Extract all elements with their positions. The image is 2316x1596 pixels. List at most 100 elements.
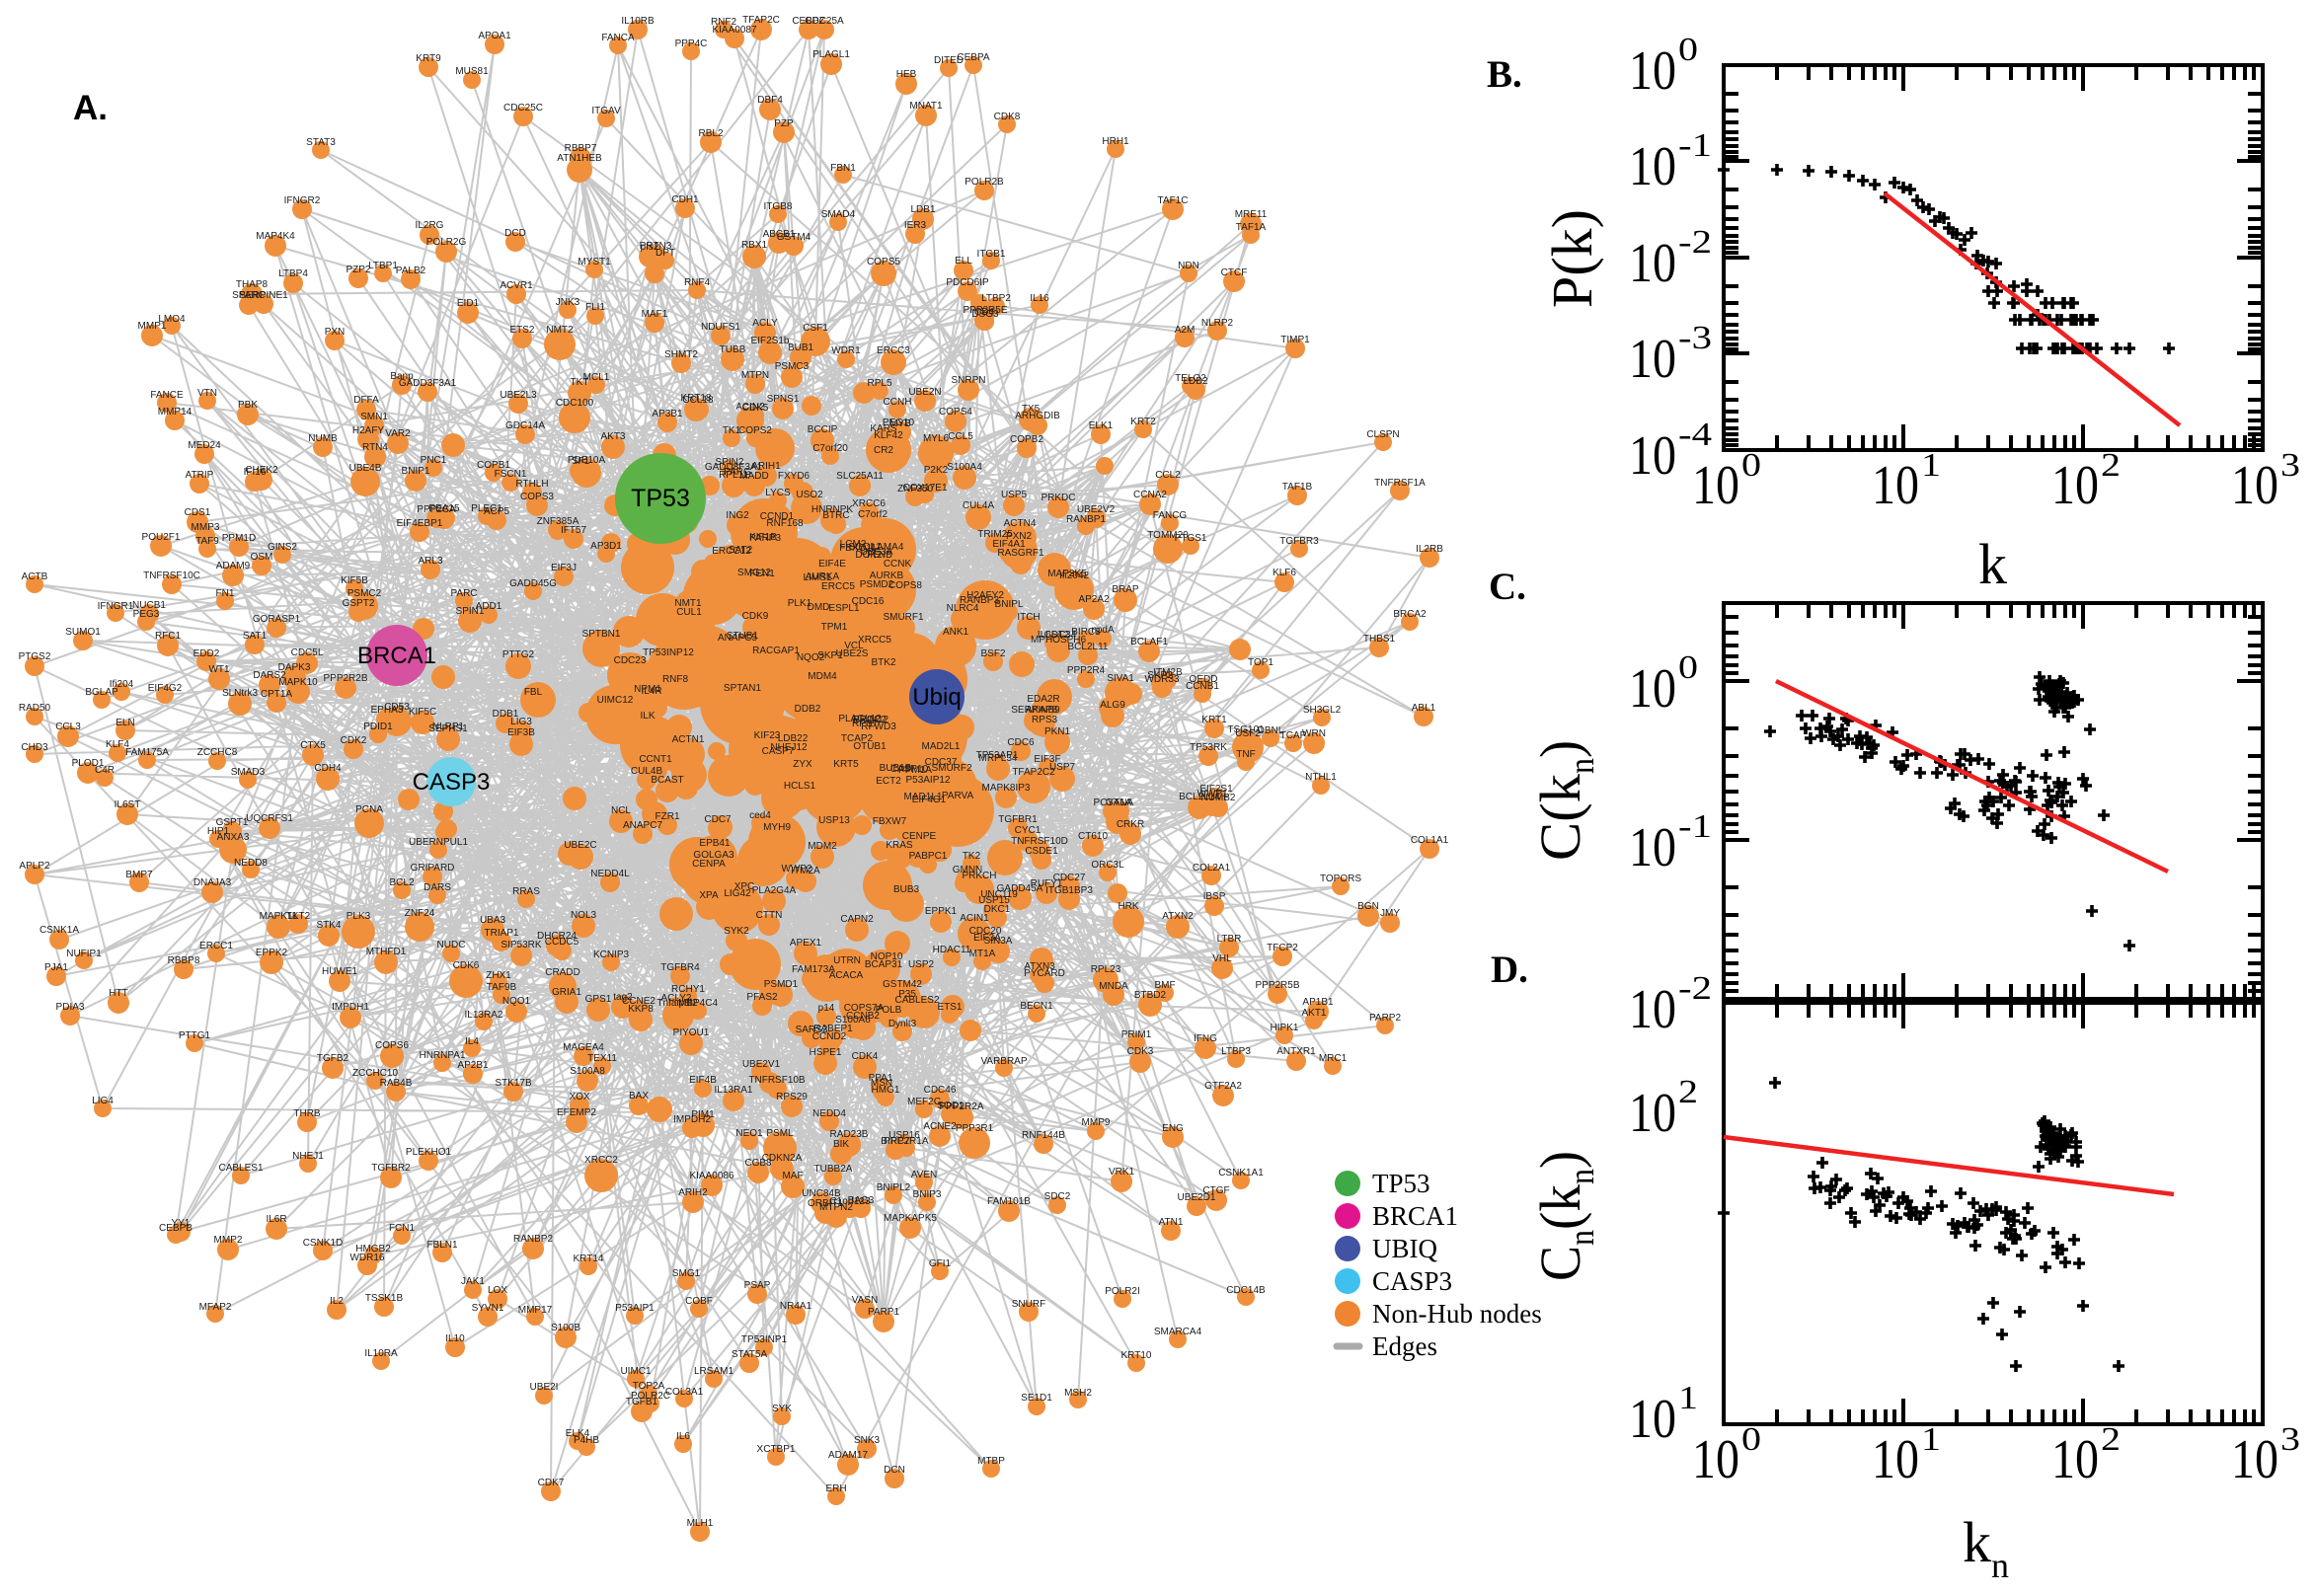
svg-text:MEF2C: MEF2C (907, 1097, 941, 1107)
svg-text:COPS7A: COPS7A (844, 1003, 885, 1014)
svg-text:BMP7: BMP7 (125, 870, 153, 880)
svg-text:TFAP2C: TFAP2C (742, 15, 780, 26)
svg-text:BNIP3: BNIP3 (913, 1189, 942, 1200)
svg-text:MAGEA4: MAGEA4 (563, 1042, 604, 1053)
svg-text:KRT14: KRT14 (574, 1254, 604, 1264)
svg-text:S100B: S100B (551, 1323, 580, 1333)
svg-text:HSPE1: HSPE1 (810, 1047, 842, 1058)
svg-text:PEG10: PEG10 (883, 418, 915, 428)
svg-text:EPB41: EPB41 (699, 838, 731, 849)
svg-text:IL13RA1: IL13RA1 (715, 1085, 753, 1096)
svg-text:ACNE2: ACNE2 (923, 1121, 957, 1132)
svg-text:TNFRSF10C: TNFRSF10C (143, 570, 200, 581)
svg-text:BTBD2: BTBD2 (1134, 990, 1167, 1001)
svg-text:OSM: OSM (251, 552, 273, 563)
svg-text:UBE2V1: UBE2V1 (742, 1059, 781, 1070)
svg-text:CEBPA: CEBPA (957, 52, 989, 63)
svg-text:10: 10 (2051, 1429, 2099, 1490)
svg-text:PPP2R4: PPP2R4 (1067, 665, 1106, 676)
svg-text:PIM1: PIM1 (691, 1109, 715, 1120)
svg-text:PKN1: PKN1 (1044, 726, 1071, 737)
svg-text:BIRC8: BIRC8 (1071, 627, 1101, 638)
svg-text:OEDD: OEDD (1190, 674, 1218, 685)
svg-text:LDB2: LDB2 (1183, 376, 1207, 387)
svg-text:FAM101B: FAM101B (987, 1196, 1031, 1207)
svg-text:PSMD2: PSMD2 (860, 579, 894, 590)
svg-text:PPP3R1: PPP3R1 (956, 1123, 994, 1134)
svg-text:MMP14: MMP14 (158, 407, 193, 418)
svg-text:ARIH1: ARIH1 (751, 461, 781, 472)
svg-text:n: n (1562, 1169, 1601, 1184)
svg-text:IER3: IER3 (904, 220, 927, 231)
svg-text:SAT2: SAT2 (729, 545, 753, 556)
svg-text:FLI1: FLI1 (585, 302, 605, 313)
svg-text:EFEMP2: EFEMP2 (557, 1107, 596, 1118)
svg-text:UBE2S: UBE2S (836, 648, 869, 659)
svg-text:PLAGL1: PLAGL1 (812, 49, 850, 60)
svg-text:10: 10 (1692, 1429, 1739, 1490)
svg-text:NR4A1: NR4A1 (780, 1301, 812, 1312)
svg-text:IL6R: IL6R (266, 1214, 286, 1225)
svg-text:PSMC2: PSMC2 (347, 588, 382, 599)
svg-text:Dynlt3: Dynlt3 (888, 1019, 917, 1029)
svg-text:pfs2: pfs2 (641, 242, 659, 253)
svg-text:DBF4: DBF4 (757, 95, 783, 106)
svg-text:CUL4B: CUL4B (631, 766, 663, 777)
svg-text:TAF1C: TAF1C (1158, 195, 1189, 206)
svg-text:-1: -1 (1678, 127, 1712, 164)
svg-text:UNC84B: UNC84B (802, 1188, 841, 1199)
svg-text:CD4: CD4 (974, 307, 994, 318)
svg-text:CRKR: CRKR (1117, 819, 1144, 830)
svg-text:TK1: TK1 (723, 425, 741, 436)
svg-text:RBX1: RBX1 (741, 240, 768, 251)
svg-text:STK17B: STK17B (495, 1078, 532, 1089)
svg-text:DFFA: DFFA (353, 395, 379, 406)
svg-text:PPP2R5E: PPP2R5E (963, 305, 1007, 316)
svg-text:TOMM20: TOMM20 (1147, 530, 1189, 541)
svg-text:PPM1D: PPM1D (222, 533, 256, 544)
svg-text:P35: P35 (898, 989, 916, 1000)
svg-text:MED24: MED24 (188, 440, 221, 451)
svg-text:ITCH: ITCH (1017, 612, 1040, 623)
svg-text:SPNS1: SPNS1 (767, 394, 800, 405)
svg-text:PZP2: PZP2 (346, 265, 370, 275)
svg-text:RNF2: RNF2 (711, 17, 737, 28)
svg-text:SH3GL2: SH3GL2 (1303, 705, 1342, 716)
svg-text:n: n (1562, 1230, 1601, 1246)
svg-text:DNAJA3: DNAJA3 (193, 877, 232, 888)
svg-text:ATXN3: ATXN3 (1024, 961, 1055, 972)
svg-text:MTBP: MTBP (977, 1456, 1005, 1467)
svg-text:TAF9B: TAF9B (487, 982, 517, 993)
svg-text:IL13RA2: IL13RA2 (465, 1010, 503, 1021)
svg-text:IFNGR2: IFNGR2 (284, 195, 321, 206)
svg-text:USP15: USP15 (978, 895, 1010, 906)
svg-text:RAD23B: RAD23B (830, 1129, 869, 1140)
svg-text:TOPORS: TOPORS (1320, 874, 1361, 884)
svg-text:ACACA: ACACA (829, 970, 864, 981)
svg-text:D.: D. (1491, 949, 1528, 991)
svg-text:CDK4: CDK4 (852, 1051, 879, 1062)
svg-text:ARL3: ARL3 (418, 556, 442, 567)
svg-text:SHMT2: SHMT2 (664, 349, 698, 360)
svg-text:UIMC1: UIMC1 (620, 1366, 652, 1377)
svg-text:AP1B1: AP1B1 (1302, 997, 1334, 1008)
svg-text:CTX5: CTX5 (300, 740, 326, 751)
svg-text:Tnfaip8l2: Tnfaip8l2 (656, 998, 698, 1009)
svg-text:CCNB1: CCNB1 (1186, 681, 1219, 692)
svg-text:UBE3A: UBE3A (861, 547, 893, 558)
svg-text:MAPK10: MAPK10 (278, 677, 318, 688)
svg-text:CDK2: CDK2 (341, 735, 367, 746)
svg-text:CAPN2: CAPN2 (840, 914, 874, 925)
svg-text:NMT1: NMT1 (674, 598, 702, 609)
svg-text:CDC100: CDC100 (556, 398, 594, 409)
svg-text:IL16: IL16 (1030, 293, 1049, 304)
svg-text:MADD: MADD (739, 471, 768, 482)
svg-text:CDC14B: CDC14B (1226, 1285, 1266, 1296)
svg-text:IFNG: IFNG (1194, 1033, 1217, 1044)
svg-text:CT610: CT610 (1078, 831, 1108, 842)
svg-text:RANBP1: RANBP1 (1066, 514, 1106, 525)
svg-text:CCNK: CCNK (884, 559, 912, 570)
svg-text:KRT18: KRT18 (681, 393, 712, 404)
svg-text:DOK2: DOK2 (855, 550, 883, 561)
svg-text:BTK2: BTK2 (871, 657, 895, 668)
